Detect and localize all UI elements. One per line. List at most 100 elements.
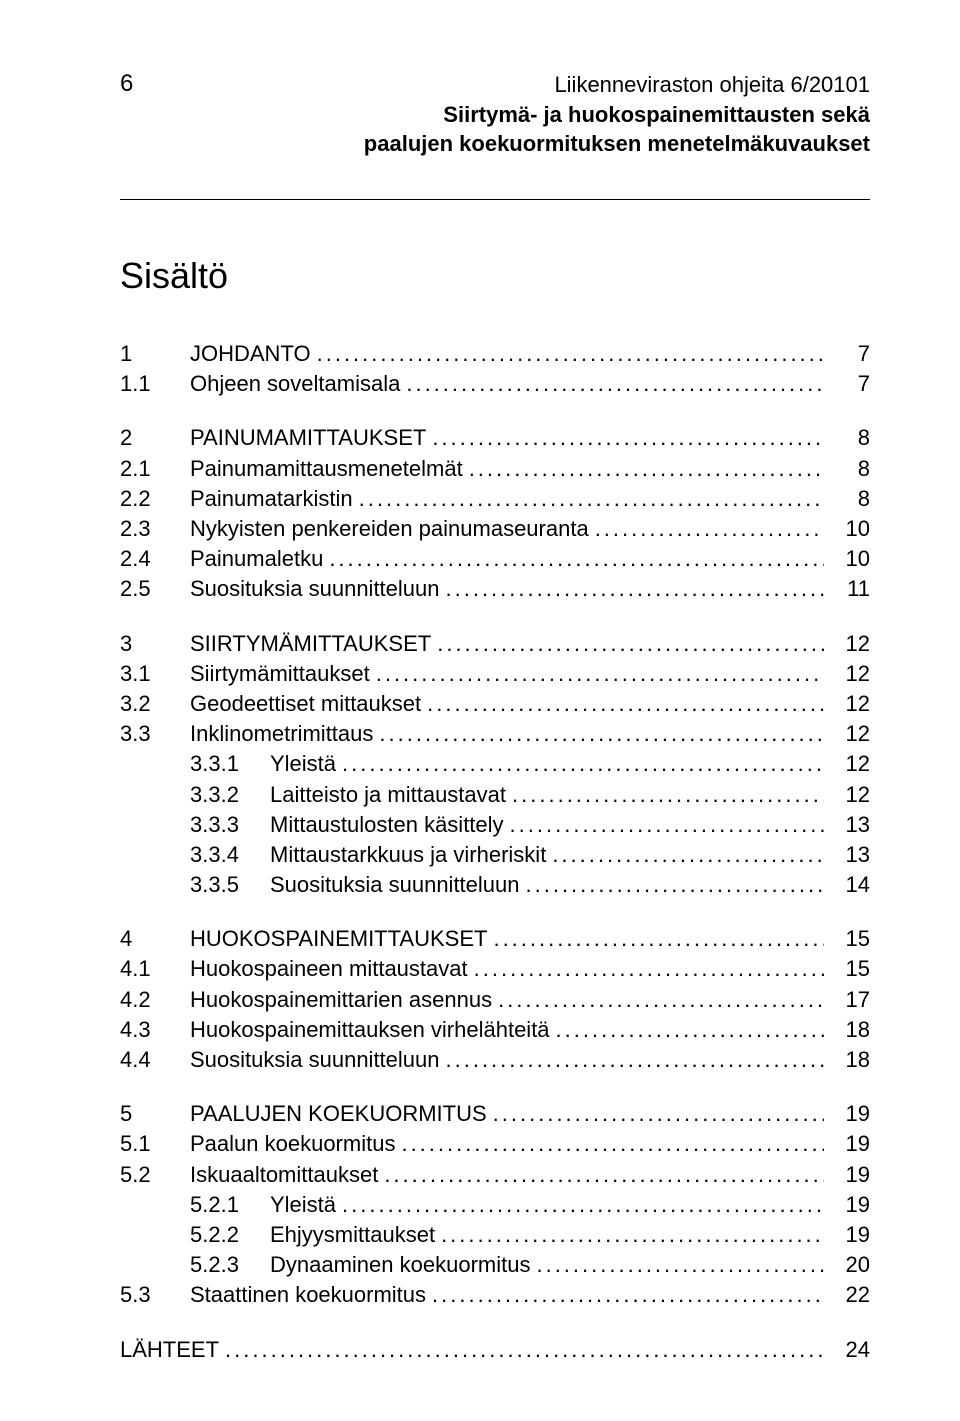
toc-row: 1.1Ohjeen soveltamisala7 [120, 372, 870, 396]
toc-row: 2PAINUMAMITTAUKSET8 [120, 426, 870, 450]
toc-row: 2.1Painumamittausmenetelmät8 [120, 457, 870, 481]
toc-page: 13 [824, 813, 870, 837]
toc-label: Huokospainemittauksen virhelähteitä [190, 1018, 556, 1042]
toc-label: Painumaletku [190, 547, 329, 571]
toc-page: 10 [824, 547, 870, 571]
toc-number: 2 [120, 426, 190, 450]
toc-number: 1 [120, 342, 190, 366]
toc-row: 4.3Huokospainemittauksen virhelähteitä18 [120, 1018, 870, 1042]
toc-row: 5.3Staattinen koekuormitus22 [120, 1283, 870, 1307]
toc-leader [359, 487, 824, 511]
page-header: 6 Liikenneviraston ohjeita 6/20101 Siirt… [120, 70, 870, 200]
toc-leader [536, 1253, 824, 1277]
toc-label: Staattinen koekuormitus [190, 1283, 432, 1307]
toc-label: Paalun koekuormitus [190, 1132, 401, 1156]
toc-leader [512, 783, 824, 807]
toc-row: 3SIIRTYMÄMITTAUKSET12 [120, 632, 870, 656]
toc-row: LÄHTEET 24 [120, 1338, 870, 1362]
toc-spacer [120, 903, 870, 927]
toc-page: 17 [824, 988, 870, 1012]
toc-page: 19 [824, 1193, 870, 1217]
toc-number: 5.1 [120, 1132, 190, 1156]
toc-page: 19 [824, 1223, 870, 1247]
toc-page: 24 [824, 1338, 870, 1362]
toc-number: 5 [120, 1102, 190, 1126]
toc-label: Iskuaaltomittaukset [190, 1163, 384, 1187]
toc-label: Mittaustulosten käsittely [270, 813, 510, 837]
toc-leader [556, 1018, 824, 1042]
toc-number: 4.2 [120, 988, 190, 1012]
header-line-3: paalujen koekuormituksen menetelmäkuvauk… [150, 129, 870, 159]
toc-row: 3.3.1Yleistä12 [120, 752, 870, 776]
toc-row: 4.2Huokospainemittarien asennus 17 [120, 988, 870, 1012]
toc-number: 3.3.4 [190, 843, 270, 867]
toc-label: LÄHTEET [120, 1338, 225, 1362]
toc-label: Nykyisten penkereiden painumaseuranta [190, 517, 595, 541]
toc-label: Yleistä [270, 752, 342, 776]
toc-page: 19 [824, 1102, 870, 1126]
toc-label: Laitteisto ja mittaustavat [270, 783, 512, 807]
header-line-1: Liikenneviraston ohjeita 6/20101 [150, 70, 870, 100]
toc-leader [441, 1223, 824, 1247]
toc-leader [595, 517, 824, 541]
toc-number: 4 [120, 927, 190, 951]
toc-page: 22 [824, 1283, 870, 1307]
toc-number: 3 [120, 632, 190, 656]
toc-row: 5PAALUJEN KOEKUORMITUS 19 [120, 1102, 870, 1126]
toc-number: 1.1 [120, 372, 190, 396]
toc-leader [526, 873, 825, 897]
toc-label: Huokospainemittarien asennus [190, 988, 498, 1012]
toc-leader [552, 843, 824, 867]
toc-leader [384, 1163, 824, 1187]
toc-page: 19 [824, 1132, 870, 1156]
toc-leader [379, 722, 824, 746]
toc-page: 12 [824, 722, 870, 746]
toc-label: HUOKOSPAINEMITTAUKSET [190, 927, 493, 951]
toc-leader [376, 662, 824, 686]
toc-number: 3.3.3 [190, 813, 270, 837]
toc-row: 4.4Suosituksia suunnitteluun18 [120, 1048, 870, 1072]
toc-label: Huokospaineen mittaustavat [190, 957, 474, 981]
toc-page: 8 [824, 487, 870, 511]
toc-number: 3.3.5 [190, 873, 270, 897]
toc-number: 3.3.1 [190, 752, 270, 776]
toc-page: 10 [824, 517, 870, 541]
toc-label: Inklinometrimittaus [190, 722, 379, 746]
toc-number: 5.2 [120, 1163, 190, 1187]
toc-row: 2.2Painumatarkistin 8 [120, 487, 870, 511]
toc-page: 12 [824, 783, 870, 807]
toc-number: 4.1 [120, 957, 190, 981]
toc-leader [493, 1102, 824, 1126]
toc-row: 3.3.4Mittaustarkkuus ja virheriskit13 [120, 843, 870, 867]
toc-leader [401, 1132, 824, 1156]
toc-label: Painumatarkistin [190, 487, 359, 511]
toc-page: 11 [824, 577, 870, 601]
toc-label: PAALUJEN KOEKUORMITUS [190, 1102, 493, 1126]
toc-spacer [120, 402, 870, 426]
toc-row: 3.3.2Laitteisto ja mittaustavat12 [120, 783, 870, 807]
toc-row: 3.1Siirtymämittaukset12 [120, 662, 870, 686]
page-number: 6 [120, 70, 150, 99]
header-titles: Liikenneviraston ohjeita 6/20101 Siirtym… [150, 70, 870, 159]
toc-page: 7 [824, 372, 870, 396]
toc-leader [446, 1048, 825, 1072]
toc-page: 20 [824, 1253, 870, 1277]
document-page: 6 Liikenneviraston ohjeita 6/20101 Siirt… [0, 0, 960, 1421]
toc-leader [406, 372, 824, 396]
toc-row: 5.2Iskuaaltomittaukset 19 [120, 1163, 870, 1187]
toc-label: Suosituksia suunnitteluun [270, 873, 526, 897]
toc-number: 5.2.2 [190, 1223, 270, 1247]
toc-number: 2.4 [120, 547, 190, 571]
toc-number: 2.2 [120, 487, 190, 511]
toc-leader [342, 752, 824, 776]
toc-label: Suosituksia suunnitteluun [190, 577, 446, 601]
toc-leader [510, 813, 824, 837]
toc-row: 4HUOKOSPAINEMITTAUKSET 15 [120, 927, 870, 951]
toc-page: 15 [824, 927, 870, 951]
toc-number: 3.2 [120, 692, 190, 716]
content-title: Sisältö [120, 255, 870, 297]
toc-number: 3.1 [120, 662, 190, 686]
table-of-contents: 1JOHDANTO7 1.1Ohjeen soveltamisala7 2PAINU… [120, 342, 870, 1362]
toc-row: 1JOHDANTO7 [120, 342, 870, 366]
toc-page: 19 [824, 1163, 870, 1187]
